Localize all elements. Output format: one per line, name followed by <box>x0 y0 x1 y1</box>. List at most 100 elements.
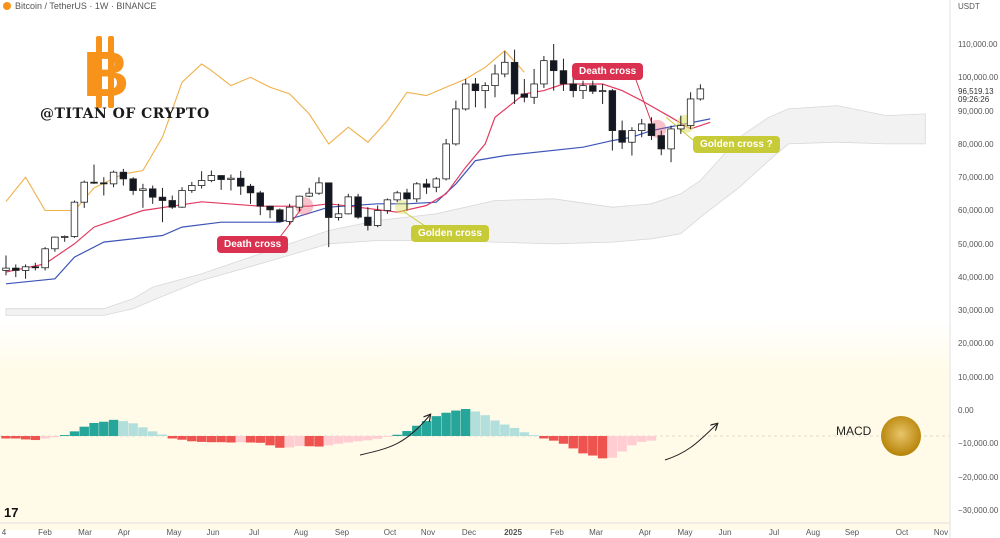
price-tick-label: 80,000.00 <box>958 140 994 149</box>
arrow-up-1 <box>359 415 430 456</box>
candle-body <box>413 183 421 200</box>
macd-bar <box>148 431 158 436</box>
macd-label: MACD <box>836 424 872 438</box>
candle-body <box>90 181 98 184</box>
candles <box>2 44 705 279</box>
time-tick-label: Mar <box>589 528 603 537</box>
candle-body <box>481 85 489 92</box>
candle-body <box>540 60 548 85</box>
candle-body <box>21 266 30 271</box>
macd-bar <box>637 436 647 442</box>
macd-bar <box>89 422 99 436</box>
time-tick-label: Sep <box>335 528 350 537</box>
price-tick-label: −20,000.00 <box>958 473 999 482</box>
symbol-header[interactable]: Bitcoin / TetherUS · 1W · BINANCE <box>3 1 156 11</box>
macd-bar <box>607 436 618 458</box>
macd-bar <box>500 424 510 436</box>
macd-bar <box>324 436 334 446</box>
macd-bar <box>304 436 314 447</box>
macd-bar <box>108 419 119 436</box>
golden-cross-label-1: Golden cross <box>411 225 489 242</box>
time-tick-label: 4 <box>2 528 7 537</box>
price-tick-label: 100,000.00 <box>958 73 999 82</box>
macd-bar <box>284 436 295 448</box>
candle-body <box>80 181 88 203</box>
macd-bar <box>568 436 578 449</box>
price-tick-label: 50,000.00 <box>958 240 994 249</box>
macd-bar <box>646 436 657 441</box>
macd-bar <box>59 435 70 436</box>
macd-bar <box>294 436 305 446</box>
candle-body <box>207 175 216 181</box>
tradingview-logo-icon[interactable]: 17 <box>4 505 19 520</box>
macd-bar <box>167 436 177 439</box>
candle-body <box>589 85 597 92</box>
time-tick-label: Oct <box>896 528 909 537</box>
price-tick-label: −10,000.00 <box>958 439 999 448</box>
macd-bar <box>588 436 598 456</box>
price-tick-label: −30,000.00 <box>958 506 999 515</box>
candle-body <box>256 192 264 207</box>
bitcoin-logo-icon: B <box>83 36 129 108</box>
macd-bar <box>548 436 559 441</box>
macd-bar <box>451 410 461 436</box>
candle-body <box>276 209 284 222</box>
macd-bar <box>402 431 412 436</box>
macd-bar <box>177 436 187 440</box>
price-tick-label: 110,000.00 <box>958 40 998 49</box>
candle-body <box>638 123 646 131</box>
macd-bar <box>50 436 60 438</box>
candle-body <box>442 143 450 180</box>
macd-bar <box>226 436 236 443</box>
price-tick-label: 40,000.00 <box>958 273 994 282</box>
candle-body <box>334 213 343 218</box>
time-tick-label: Jun <box>719 528 732 537</box>
time-tick-label: Jul <box>769 528 779 537</box>
symbol-title: Bitcoin / TetherUS · 1W · BINANCE <box>15 1 157 11</box>
time-tick-label: May <box>166 528 181 537</box>
time-tick-label: Nov <box>934 528 948 537</box>
candle-body <box>119 171 128 180</box>
candle-body <box>197 180 206 186</box>
candle-body <box>12 267 20 271</box>
candle-body <box>383 199 392 211</box>
price-tick-label: 90,000.00 <box>958 107 994 116</box>
candle-body <box>432 178 441 188</box>
brand-handle: @TITAN OF CRYPTO <box>40 106 210 122</box>
candle-body <box>393 192 401 201</box>
time-tick-label: Feb <box>38 528 52 537</box>
death-cross-leader-1 <box>279 208 302 238</box>
macd-bar <box>529 435 539 436</box>
price-tick-label: 70,000.00 <box>958 173 994 182</box>
macd-bar <box>412 425 422 436</box>
macd-bar <box>138 427 148 436</box>
candle-body <box>686 98 695 126</box>
kijun-line-path <box>5 118 711 285</box>
current-price-label: 96,519.13 <box>958 87 994 96</box>
macd-bar <box>11 436 21 439</box>
candle-body <box>373 210 382 226</box>
macd-bar <box>382 436 393 437</box>
macd-bar <box>333 436 344 444</box>
candle-body <box>452 108 460 145</box>
macd-bar <box>118 421 129 436</box>
macd-bar <box>490 420 500 436</box>
macd-bar <box>431 416 442 436</box>
macd-bar <box>69 431 80 436</box>
macd-bar <box>363 436 373 441</box>
avatar <box>881 416 921 456</box>
macd-bar <box>314 436 324 447</box>
time-tick-label: Feb <box>550 528 564 537</box>
time-tick-label: Jun <box>207 528 220 537</box>
macd-bar <box>275 436 285 448</box>
candle-body <box>178 190 186 208</box>
macd-bar <box>627 436 637 446</box>
candle-body <box>569 83 577 92</box>
candle-body <box>31 266 40 269</box>
candle-body <box>246 185 255 194</box>
candle-body <box>647 123 656 136</box>
macd-bar <box>196 436 207 442</box>
candle-body <box>139 188 147 191</box>
candle-body <box>100 182 108 185</box>
